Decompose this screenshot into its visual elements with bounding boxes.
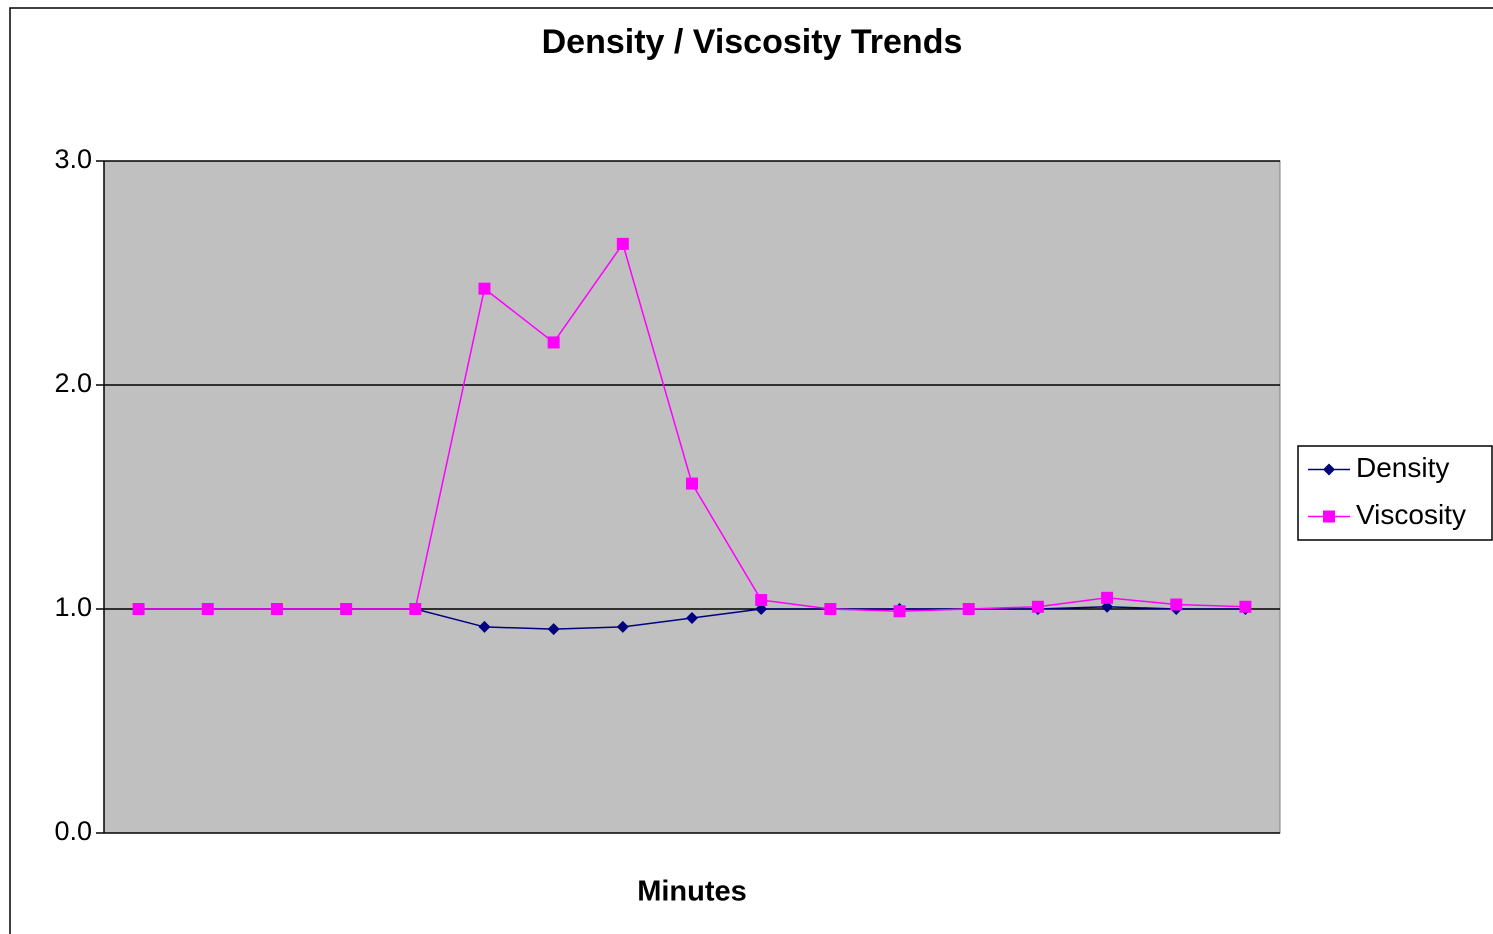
legend-marker: [1323, 510, 1335, 523]
point: [201, 603, 214, 615]
chart-title: Density / Viscosity Trends: [542, 23, 963, 61]
point: [132, 603, 145, 615]
point: [616, 237, 629, 250]
point: [686, 611, 698, 624]
y-tick-label: 2.0: [54, 368, 92, 398]
point: [686, 477, 698, 490]
x-axis-label: Minutes: [637, 876, 747, 908]
point: [1031, 600, 1044, 613]
y-tick-label: 0.0: [54, 816, 92, 846]
point: [824, 603, 837, 615]
point: [478, 620, 491, 633]
plot-area: [103, 160, 1281, 834]
point: [755, 594, 768, 607]
y-tick-label: 1.0: [54, 592, 92, 622]
point: [409, 603, 422, 615]
point: [1101, 591, 1114, 604]
legend-marker: [1323, 463, 1335, 476]
y-tick-label: 3.0: [54, 144, 92, 174]
point: [340, 603, 353, 615]
point: [270, 603, 283, 615]
point: [616, 620, 629, 633]
legend-label: Density: [1356, 452, 1449, 483]
point: [1170, 598, 1183, 611]
point: [478, 282, 491, 295]
point: [547, 336, 560, 349]
point: [962, 603, 975, 615]
legend-box: [1297, 445, 1493, 541]
point: [1239, 600, 1252, 613]
legend-label: Viscosity: [1356, 499, 1466, 530]
point: [547, 623, 560, 636]
point: [893, 605, 906, 618]
